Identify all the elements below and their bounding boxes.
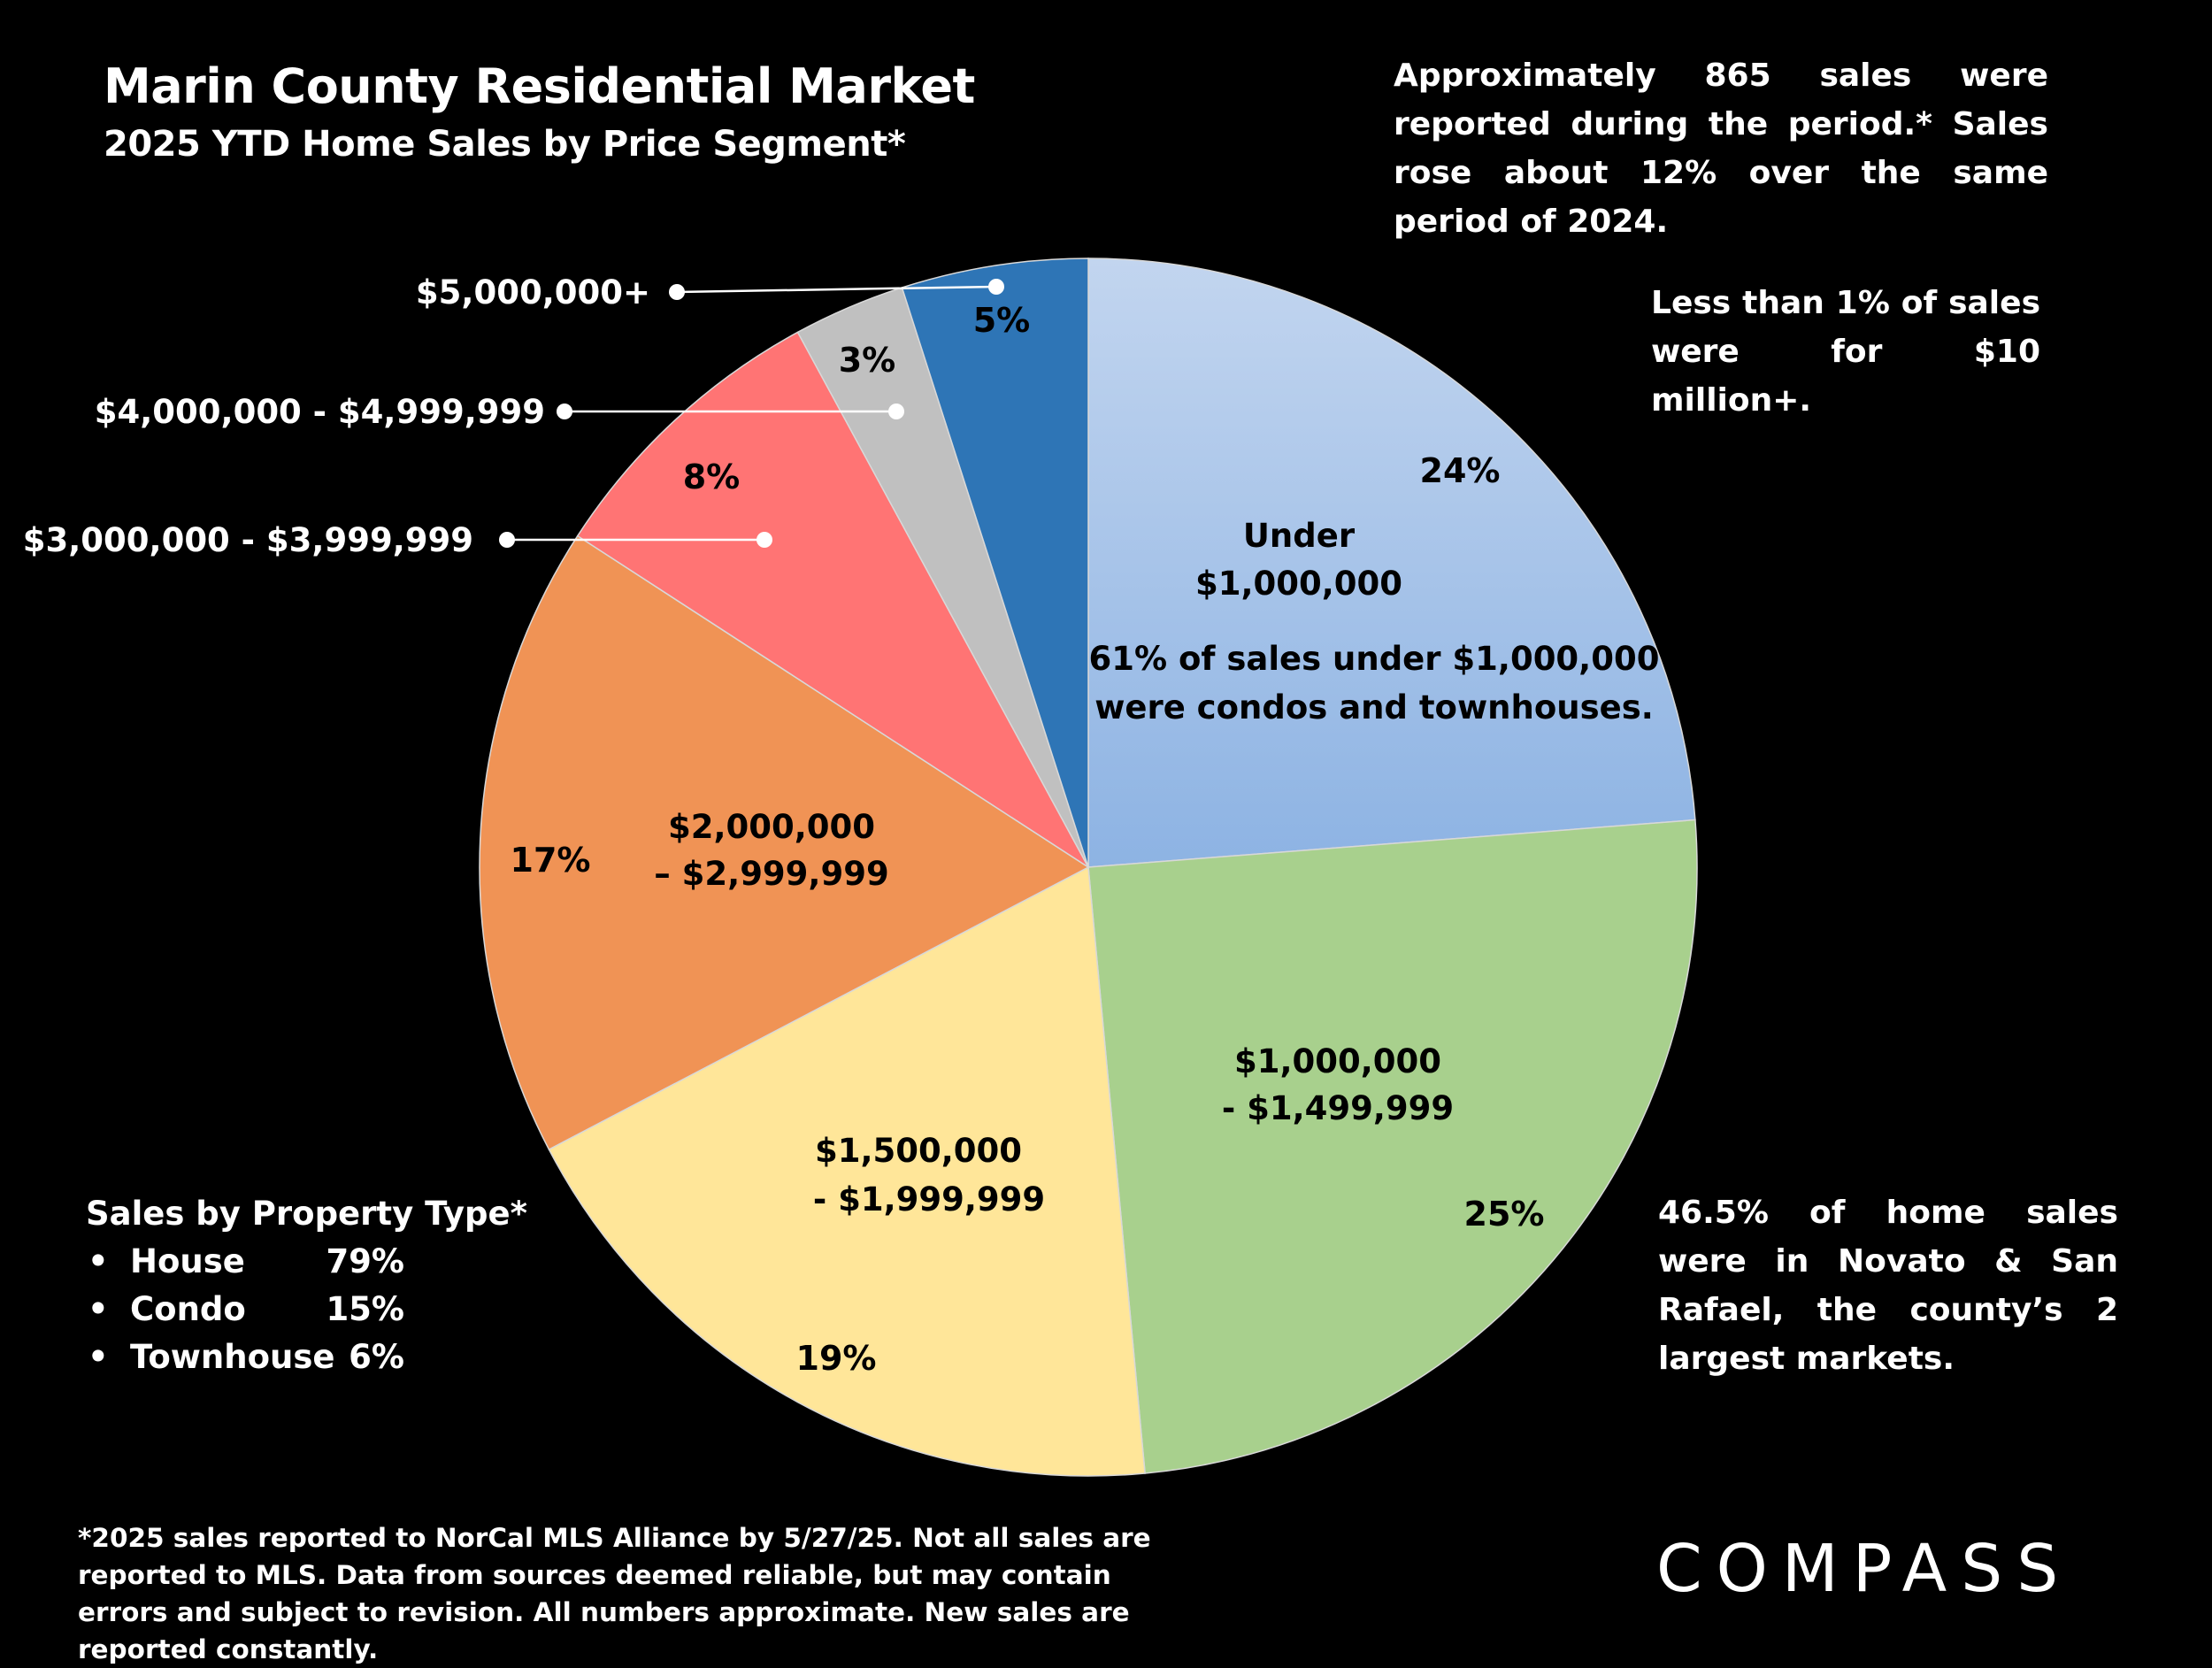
property-type-item-house: • House 79% [86,1238,527,1286]
bullet: • [88,1290,109,1328]
callout-dot [557,404,572,419]
slice-category-label: Under [1243,517,1356,555]
callout-dot [988,279,1004,295]
callout-dot [888,404,904,419]
data-label-pct: 19% [796,1339,877,1378]
property-type-item-townhouse: • Townhouse 6% [86,1334,527,1381]
compass-logo: COMPASS [1656,1531,2073,1607]
data-label-pct: 8% [683,457,741,496]
slice-category-label: - $1,999,999 [813,1180,1045,1218]
callout-label: $4,000,000 - $4,999,999 [95,393,545,431]
slice-1-500-000-1-999-999 [548,865,1146,1477]
callout-label: $5,000,000+ [416,273,650,311]
novato-san-rafael-note: 46.5% of home sales were in Novato & San… [1658,1195,2118,1377]
slice-category-label: $1,000,000 [1234,1042,1441,1080]
under-million-note: were condos and townhouses. [1094,688,1654,726]
slice-category-label: $1,000,000 [1195,565,1402,603]
property-type-value: 15% [326,1290,404,1328]
data-label-pct: 3% [839,341,896,380]
callout-line [676,285,997,294]
slice-2-000-000-2-999-999 [479,534,1090,1151]
slice-1-000-000-1-499-999 [1087,819,1698,1474]
data-label-pct: 17% [511,841,591,880]
under-million-note: 61% of sales under $1,000,000 [1089,640,1660,678]
slice-5-000-000 [901,258,1089,868]
bullet: • [88,1338,109,1376]
slice-category-label: $1,500,000 [815,1132,1022,1170]
property-type-value: 79% [326,1242,404,1280]
callout-dot [757,532,772,548]
slice-category-label: $2,000,000 [668,808,875,846]
slice-category-label: – $2,999,999 [654,855,888,893]
chart-title: Marin County Residential Market [104,58,975,114]
property-type-name: House [130,1242,245,1280]
callout-dot [669,284,685,300]
callout-label: $3,000,000 - $3,999,999 [23,521,473,559]
property-type-box: Sales by Property Type* • House 79% • Co… [86,1190,527,1381]
bullet: • [88,1242,109,1280]
property-type-item-condo: • Condo 15% [86,1286,527,1334]
sales-summary-note: Approximately 865 sales were reported du… [1394,58,2048,240]
slice-under-1-000-000 [1087,258,1696,868]
footnote: *2025 sales reported to NorCal MLS Allia… [78,1523,1151,1664]
property-type-value: 6% [349,1338,404,1376]
slice-3-000-000-3-999-999 [576,331,1089,868]
property-type-name: Condo [130,1290,246,1328]
callout-dot [499,532,515,548]
property-type-name: Townhouse [130,1338,335,1376]
data-label-pct: 5% [973,301,1031,340]
chart-subtitle: 2025 YTD Home Sales by Price Segment* [104,124,906,165]
property-type-heading: Sales by Property Type* [86,1195,527,1233]
slice-category-label: - $1,499,999 [1222,1089,1454,1127]
data-label-pct: 24% [1420,451,1501,490]
data-label-pct: 25% [1464,1195,1545,1234]
ten-million-note: Less than 1% of sales were for $10 milli… [1651,285,2040,419]
